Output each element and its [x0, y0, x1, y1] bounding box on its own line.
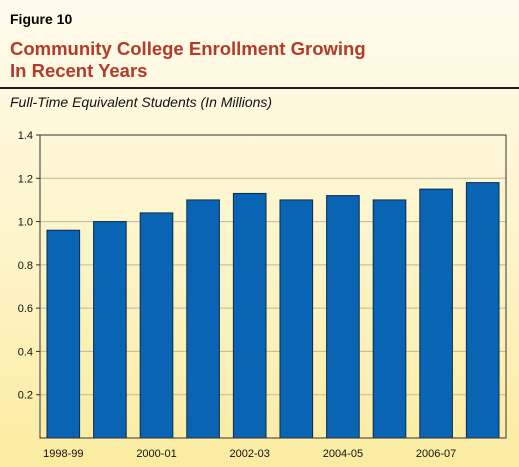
- y-tick-label: 0.8: [18, 260, 33, 272]
- bar: [326, 195, 360, 439]
- x-tick-label: 2002-03: [230, 448, 270, 460]
- y-tick-label: 1.4: [18, 130, 33, 142]
- chart-title-line-2: In Recent Years: [10, 60, 148, 81]
- y-tick-label: 0.6: [18, 303, 33, 315]
- x-tick-label: 2004-05: [323, 448, 363, 460]
- y-tick-label: 0.2: [18, 390, 33, 402]
- x-tick-label: 2006-07: [416, 448, 456, 460]
- bar: [186, 199, 220, 439]
- bar: [279, 199, 314, 439]
- y-axis-label: Full-Time Equivalent Students (In Millio…: [10, 94, 273, 110]
- figure-label: Figure 10: [10, 11, 73, 27]
- bar: [93, 221, 127, 439]
- bar: [139, 212, 174, 439]
- bar: [232, 192, 267, 439]
- x-tick-label: 1998-99: [43, 448, 83, 460]
- title-divider: [0, 87, 519, 89]
- y-tick-label: 0.4: [18, 346, 33, 358]
- bar: [465, 182, 500, 439]
- bar: [372, 199, 407, 439]
- chart-title-line-1: Community College Enrollment Growing: [10, 38, 366, 59]
- plot-frame: [39, 134, 507, 439]
- x-tick-label: 2000-01: [136, 448, 176, 460]
- bar: [419, 188, 453, 439]
- chart-title: Community College Enrollment Growing In …: [10, 38, 490, 82]
- y-tick-label: 1.0: [18, 217, 33, 229]
- y-tick-label: 1.2: [18, 173, 33, 185]
- bar: [46, 229, 81, 439]
